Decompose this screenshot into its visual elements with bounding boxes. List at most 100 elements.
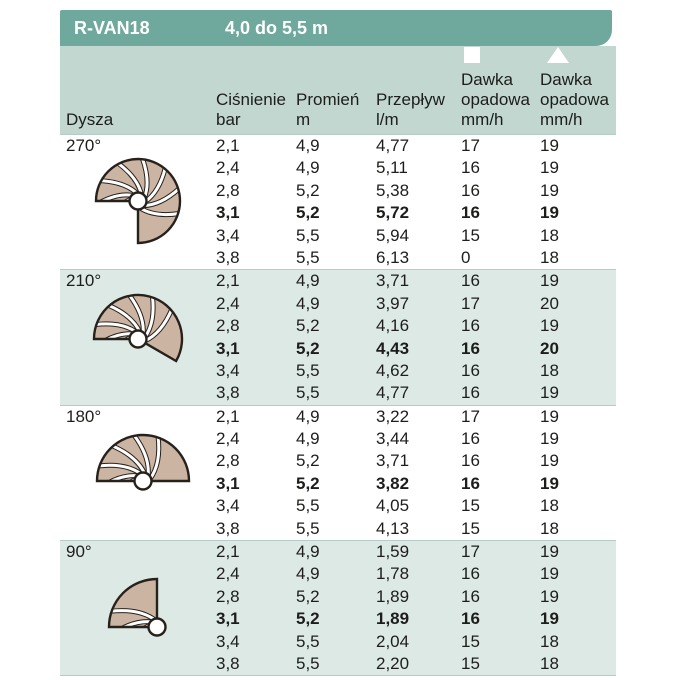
- cell-przeplyw: 3,82: [376, 473, 410, 493]
- square-icon: [464, 47, 480, 63]
- cell-cisnienie: 2,8: [216, 316, 240, 336]
- cell-przeplyw: 3,44: [376, 429, 410, 449]
- cell-przeplyw: 1,78: [376, 564, 410, 584]
- cell-promien: 4,9: [296, 158, 320, 178]
- cell-przeplyw: 4,16: [376, 316, 410, 336]
- cell-promien: 5,2: [296, 180, 320, 200]
- nozzle-arc-icon: [77, 428, 191, 498]
- cell-promien: 4,9: [296, 429, 320, 449]
- cell-dawka-square: 15: [461, 496, 480, 516]
- cell-dawka-square: 16: [461, 429, 480, 449]
- cell-dawka-square: 15: [461, 225, 480, 245]
- data-row: 2,4 4,9 3,97 17 20: [208, 293, 616, 315]
- cell-dawka-square: 16: [461, 158, 480, 178]
- nozzle-arc-icon: [84, 293, 184, 372]
- cell-przeplyw: 4,77: [376, 136, 410, 155]
- data-row: 2,1 4,9 3,22 17 19: [208, 406, 616, 428]
- range-label: 4,0 do 5,5 m: [225, 17, 329, 38]
- data-row: 2,1 4,9 4,77 17 19: [208, 135, 616, 157]
- cell-dawka-square: 15: [461, 518, 480, 538]
- col-dysza-label: Dysza: [66, 110, 114, 129]
- cell-dawka-square: 16: [461, 473, 480, 493]
- cell-dawka-triangle: 18: [540, 518, 559, 538]
- cell-przeplyw: 5,94: [376, 225, 410, 245]
- section-270: 270° 2,1 4,9 4,77 17 19 2,4 4,9 5,11 16 …: [60, 135, 616, 271]
- cell-dawka-triangle: 18: [540, 631, 559, 651]
- nozzle-arc-icon: [84, 157, 184, 252]
- cell-dawka-triangle: 20: [540, 293, 559, 313]
- cell-przeplyw: 3,71: [376, 451, 410, 471]
- col-przeplyw: Przepływ l/m: [376, 90, 445, 129]
- section-rows: 2,1 4,9 3,22 17 19 2,4 4,9 3,44 16 19 2,…: [208, 406, 616, 540]
- cell-promien: 4,9: [296, 542, 320, 562]
- cell-dawka-triangle: 19: [540, 406, 559, 426]
- data-row: 2,1 4,9 1,59 17 19: [208, 541, 616, 563]
- cell-dawka-square: 16: [461, 609, 480, 629]
- title-bar: R-VAN18 4,0 do 5,5 m: [60, 10, 612, 46]
- cell-promien: 5,5: [296, 653, 320, 673]
- cell-dawka-triangle: 18: [540, 225, 559, 245]
- nozzle-arc-icon: [97, 563, 171, 644]
- cell-cisnienie: 2,4: [216, 429, 240, 449]
- cell-dawka-triangle: 19: [540, 429, 559, 449]
- data-row: 2,8 5,2 1,89 16 19: [208, 586, 616, 608]
- cell-dawka-triangle: 19: [540, 203, 559, 223]
- triangle-icon: [547, 47, 569, 63]
- data-row: 3,4 5,5 5,94 15 18: [208, 225, 616, 247]
- data-row: 2,1 4,9 3,71 16 19: [208, 270, 616, 292]
- cell-promien: 5,2: [296, 586, 320, 606]
- cell-promien: 4,9: [296, 271, 320, 291]
- cell-cisnienie: 3,8: [216, 518, 240, 538]
- dysza-cell: 90°: [60, 541, 208, 675]
- cell-cisnienie: 2,8: [216, 180, 240, 200]
- column-header-row: Dysza Ciśnienie bar Promień m Przepływ l…: [60, 46, 616, 135]
- cell-promien: 5,5: [296, 496, 320, 516]
- cell-promien: 5,5: [296, 518, 320, 538]
- cell-dawka-triangle: 18: [540, 360, 559, 380]
- cell-dawka-square: 16: [461, 564, 480, 584]
- cell-cisnienie: 3,4: [216, 225, 240, 245]
- cell-dawka-square: 16: [461, 338, 480, 358]
- angle-label: 210°: [66, 271, 102, 291]
- cell-przeplyw: 1,89: [376, 586, 410, 606]
- cell-promien: 5,2: [296, 316, 320, 336]
- cell-przeplyw: 4,62: [376, 360, 410, 380]
- dysza-cell: 180°: [60, 406, 208, 540]
- cell-dawka-square: 0: [461, 247, 471, 267]
- cell-dawka-square: 16: [461, 316, 480, 336]
- data-row: 2,4 4,9 3,44 16 19: [208, 428, 616, 450]
- cell-dawka-square: 16: [461, 586, 480, 606]
- cell-przeplyw: 5,11: [376, 158, 408, 178]
- cell-promien: 5,5: [296, 360, 320, 380]
- cell-dawka-triangle: 19: [540, 271, 559, 291]
- data-row: 3,1 5,2 4,43 16 20: [208, 338, 616, 360]
- cell-cisnienie: 2,1: [216, 406, 240, 426]
- cell-dawka-triangle: 18: [540, 496, 559, 516]
- cell-promien: 5,5: [296, 631, 320, 651]
- cell-promien: 5,2: [296, 203, 320, 223]
- cell-cisnienie: 3,4: [216, 360, 240, 380]
- cell-promien: 4,9: [296, 293, 320, 313]
- cell-dawka-triangle: 19: [540, 316, 559, 336]
- section-90: 90° 2,1 4,9 1,59 17 19 2,4 4,9 1,78 16 1…: [60, 541, 616, 677]
- model-name: R-VAN18: [74, 17, 150, 38]
- data-row: 2,4 4,9 5,11 16 19: [208, 157, 616, 179]
- cell-przeplyw: 4,13: [376, 518, 410, 538]
- data-row: 2,4 4,9 1,78 16 19: [208, 563, 616, 585]
- col-dawka-triangle: Dawka opadowa mm/h: [537, 46, 616, 134]
- cell-przeplyw: 3,71: [376, 271, 410, 291]
- cell-promien: 5,2: [296, 338, 320, 358]
- cell-dawka-triangle: 19: [540, 180, 559, 200]
- data-row: 3,4 5,5 4,05 15 18: [208, 495, 616, 517]
- cell-promien: 4,9: [296, 136, 320, 155]
- cell-cisnienie: 3,1: [216, 473, 240, 493]
- data-row: 3,8 5,5 4,13 15 18: [208, 518, 616, 540]
- angle-label: 90°: [66, 542, 92, 562]
- section-rows: 2,1 4,9 4,77 17 19 2,4 4,9 5,11 16 19 2,…: [208, 135, 616, 269]
- product-table: R-VAN18 4,0 do 5,5 m Dysza Ciśnienie bar…: [60, 10, 616, 677]
- cell-cisnienie: 3,8: [216, 247, 240, 267]
- cell-przeplyw: 3,22: [376, 406, 410, 426]
- data-row: 3,4 5,5 4,62 16 18: [208, 360, 616, 382]
- data-row: 3,8 5,5 4,77 16 19: [208, 382, 616, 404]
- col-cisnienie: Ciśnienie bar: [216, 90, 286, 129]
